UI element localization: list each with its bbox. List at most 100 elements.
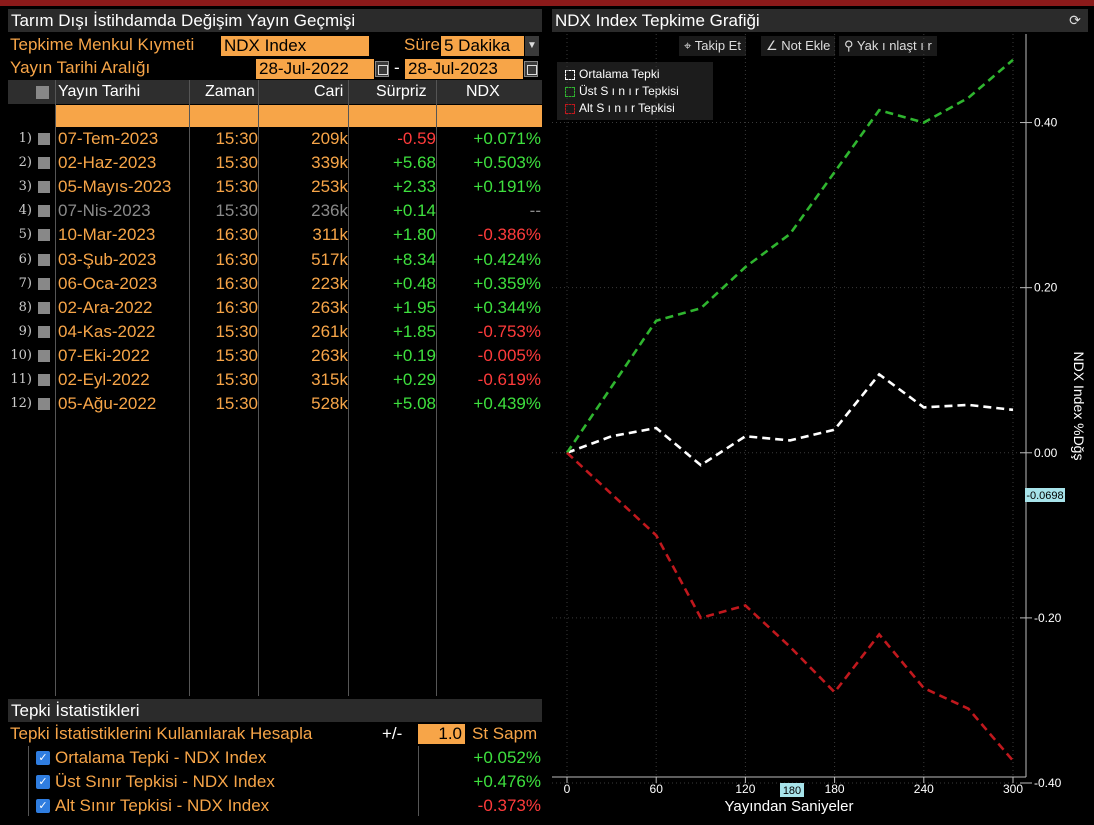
col-actual[interactable]: Cari [314,83,344,100]
actual-value: 311k [312,225,348,245]
x-axis-label: Yayından Saniyeler [725,798,854,815]
zoom-button[interactable]: ⚲ Yak ı nlaşt ı r [839,36,937,56]
table-row[interactable]: 12) 05-Ağu-2022 15:30 528k +5.08 +0.439% [8,392,542,416]
series-line [565,58,1014,454]
row-checkbox[interactable] [38,325,50,338]
row-checkbox[interactable] [38,398,50,411]
duration-label: Süre [404,35,440,54]
date-range-label: Yayın Tarihi Aralığı [10,58,151,77]
row-index: 2) [18,155,32,171]
row-checkbox[interactable] [38,133,50,145]
calendar-icon[interactable] [524,61,538,77]
legend-swatch [565,86,575,97]
stats-label: Üst Sınır Tepkisi - NDX Index [55,772,275,791]
stats-checkbox[interactable]: ✓ [36,775,50,789]
stats-divider [28,746,29,816]
col-release-date[interactable]: Yayın Tarihi [58,83,141,100]
y-axis-label: NDX Index %Dğş [1071,352,1087,461]
filter-date[interactable] [56,105,189,127]
row-checkbox[interactable] [38,374,50,386]
release-time: 15:30 [215,394,258,414]
table-header: Yayın Tarihi Zaman Cari Sürpriz NDX %Dğş [8,80,542,124]
duration-select[interactable]: 5 Dakika [441,36,524,56]
add-note-button[interactable]: ∠ Not Ekle [761,36,836,56]
release-date: 02-Haz-2023 [58,153,157,173]
table-row[interactable]: 4) 07-Nis-2023 15:30 236k +0.14 -- [8,199,542,223]
ndx-change-value: +0.071% [473,129,541,148]
surprise-value: +2.33 [392,177,436,197]
table-row[interactable]: 2) 02-Haz-2023 15:30 339k +5.68 +0.503% [8,151,542,175]
col-surprise[interactable]: Sürpriz [376,83,427,100]
row-checkbox[interactable] [38,253,50,266]
surprise-value: +5.08 [392,394,436,414]
column-divider [436,80,437,696]
y-tick-label: 0.00 [1034,446,1058,460]
row-checkbox[interactable] [38,157,50,170]
chevron-down-icon[interactable]: ▼ [525,36,539,56]
release-date: 03-Şub-2023 [58,249,157,269]
table-row[interactable]: 1) 07-Tem-2023 15:30 209k -0.59 +0.071% [8,127,542,151]
row-index: 10) [10,347,32,363]
filter-row [8,105,542,127]
stats-value: +0.052% [473,748,541,767]
stats-checkbox[interactable]: ✓ [36,751,50,765]
security-input[interactable]: NDX Index [221,36,369,56]
release-date: 07-Eki-2022 [58,345,150,365]
table-row[interactable]: 6) 03-Şub-2023 16:30 517k +8.34 +0.424% [8,248,542,272]
series-line [566,372,1014,467]
y-tick-label: -0.20 [1034,611,1062,625]
row-checkbox[interactable] [38,301,50,314]
release-date: 10-Mar-2023 [58,225,156,245]
legend-item-mean[interactable]: Ortalama Tepki [565,67,659,81]
follow-label: Takip Et [694,38,741,53]
table-row[interactable]: 3) 05-Mayıs-2023 15:30 253k +2.33 +0.191% [8,175,542,199]
follow-button[interactable]: ⌖ Takip Et [679,36,746,56]
table-row[interactable]: 5) 10-Mar-2023 16:30 311k +1.80 -0.386% [8,223,542,247]
chart-legend: Ortalama Tepki Üst S ı n ı r Tepkisi Alt… [557,62,713,120]
filter-time[interactable] [190,105,258,127]
filter-change[interactable] [437,105,542,127]
legend-item-upper[interactable]: Üst S ı n ı r Tepkisi [565,84,679,98]
legend-item-lower[interactable]: Alt S ı n ı r Tepkisi [565,101,675,115]
release-time: 15:30 [215,321,258,341]
security-label: Tepkime Menkul Kıymeti [10,35,195,54]
y-tick-label: 0.40 [1034,116,1058,130]
date-separator: - [394,58,400,77]
actual-value: 209k [311,129,348,148]
series-line [566,451,1014,762]
magnifier-icon: ⚲ [844,38,854,53]
date-from-input[interactable]: 28-Jul-2022 [256,59,374,79]
table-row[interactable]: 9) 04-Kas-2022 15:30 261k +1.85 -0.753% [8,320,542,344]
refresh-icon[interactable]: ⟳ [1069,12,1081,28]
date-to-input[interactable]: 28-Jul-2023 [405,59,523,79]
table-row[interactable]: 10) 07-Eki-2022 15:30 263k +0.19 -0.005% [8,344,542,368]
column-divider [348,80,349,696]
row-checkbox[interactable] [38,349,50,362]
table-row[interactable]: 7) 06-Oca-2023 16:30 223k +0.48 +0.359% [8,272,542,296]
x-tick-label: 60 [650,782,664,796]
stats-checkbox[interactable]: ✓ [36,799,50,813]
table-row[interactable]: 8) 02-Ara-2022 16:30 263k +1.95 +0.344% [8,296,542,320]
row-checkbox[interactable] [38,229,50,242]
ndx-change-value: +0.439% [473,394,541,414]
calendar-icon[interactable] [375,61,389,77]
row-checkbox[interactable] [38,205,50,218]
col-ndx-change[interactable]: NDX %Dğş [466,83,509,124]
reaction-chart[interactable]: 0.40 0.20 0.00 -0.20 -0.40 0 60 120 180 240 300 Yay… [552,9,1088,816]
row-checkbox[interactable] [38,277,50,290]
std-dev-label: St Sapm [472,724,538,743]
col-time[interactable]: Zaman [205,83,255,100]
row-index: 1) [18,131,32,146]
filter-surprise[interactable] [349,105,436,127]
release-date: 02-Ara-2022 [58,297,153,317]
stats-row: ✓ Ortalama Tepki - NDX Index +0.052% [8,746,542,770]
filter-actual[interactable] [259,105,348,127]
legend-label: Üst S ı n ı r Tepkisi [579,84,679,98]
row-checkbox[interactable] [38,181,50,194]
table-row[interactable]: 11) 02-Eyl-2022 15:30 315k +0.29 -0.619% [8,368,542,392]
surprise-value: +1.80 [392,225,436,245]
actual-value: 261k [311,321,348,341]
std-dev-input[interactable]: 1.0 [418,724,465,744]
select-all-checkbox[interactable] [36,86,49,99]
ndx-change-value: -0.619% [477,370,541,389]
